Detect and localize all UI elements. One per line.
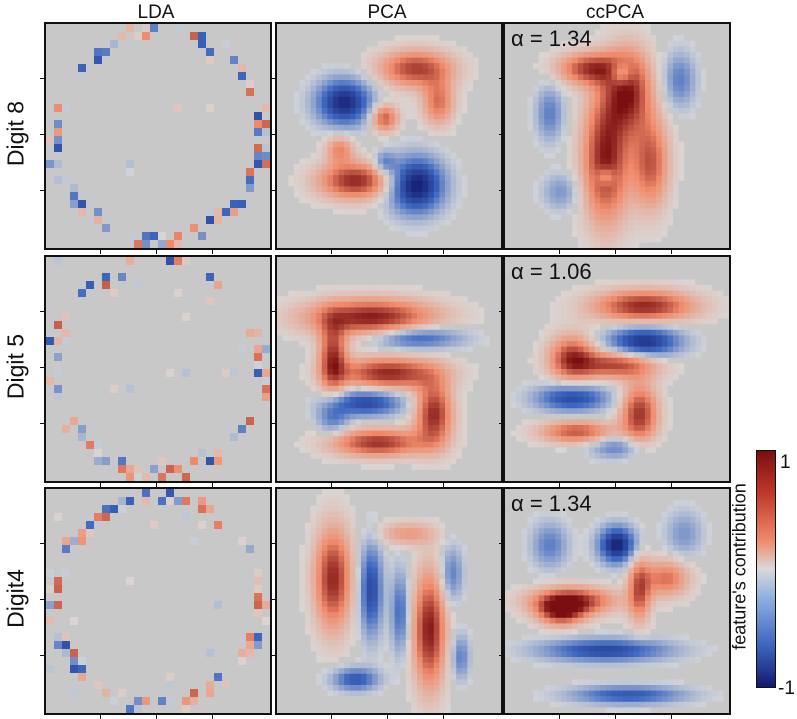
y-tick [40,78,44,79]
y-tick [40,599,44,600]
column-title-lda: LDA [42,2,270,24]
x-tick [387,250,388,254]
heatmap-ccpca-0: α = 1.34 [503,22,731,250]
y-tick [499,367,503,368]
x-tick [100,250,101,254]
x-tick [331,250,332,254]
y-tick [271,599,275,600]
x-tick [100,715,101,719]
y-tick [271,543,275,544]
x-tick [212,250,213,254]
x-tick [156,250,157,254]
column-title-ccpca: ccPCA [501,2,729,24]
colorbar-max-label: 1 [780,452,791,474]
heatmap-lda-2 [44,487,272,715]
colorbar-min-label: -1 [778,678,795,700]
heatmap-pca-0 [275,22,503,250]
y-tick [499,134,503,135]
x-tick [615,715,616,719]
x-tick [671,250,672,254]
heatmap-lda-0 [44,22,272,250]
y-tick [271,423,275,424]
y-tick [40,311,44,312]
x-tick [443,715,444,719]
x-tick [671,715,672,719]
y-tick [40,655,44,656]
x-tick [331,715,332,719]
heatmap-pca-1 [275,255,503,483]
row-label-2: Digit4 [3,485,30,713]
colorbar [756,450,776,688]
y-tick [499,190,503,191]
column-title-pca: PCA [273,2,501,24]
colorbar-label: feature's contribution [730,467,751,667]
y-tick [271,78,275,79]
y-tick [271,134,275,135]
y-tick [499,311,503,312]
x-tick [156,715,157,719]
y-tick [40,134,44,135]
y-tick [499,543,503,544]
y-tick [271,190,275,191]
y-tick [40,543,44,544]
x-tick [212,715,213,719]
alpha-annotation: α = 1.06 [511,259,592,285]
heatmap-ccpca-1: α = 1.06 [503,255,731,483]
y-tick [499,655,503,656]
x-tick [559,715,560,719]
y-tick [499,78,503,79]
row-label-1: Digit 5 [3,253,30,481]
alpha-annotation: α = 1.34 [511,26,592,52]
heatmap-lda-1 [44,255,272,483]
y-tick [271,655,275,656]
row-label-0: Digit 8 [3,20,30,248]
alpha-annotation: α = 1.34 [511,491,592,517]
y-tick [271,311,275,312]
y-tick [271,367,275,368]
x-tick [387,715,388,719]
x-tick [615,250,616,254]
y-tick [40,423,44,424]
y-tick [499,423,503,424]
x-tick [443,250,444,254]
heatmap-ccpca-2: α = 1.34 [503,487,731,715]
x-tick [559,250,560,254]
y-tick [40,190,44,191]
heatmap-pca-2 [275,487,503,715]
y-tick [40,367,44,368]
y-tick [499,599,503,600]
